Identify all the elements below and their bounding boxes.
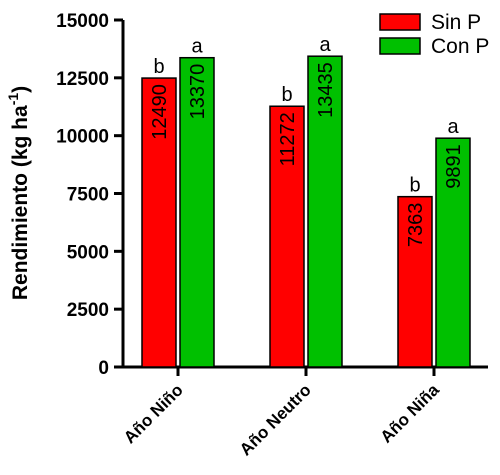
x-tick-label: Año Neutro bbox=[236, 380, 315, 459]
bar-value-label: 9891 bbox=[443, 144, 465, 189]
y-axis-title-end: ) bbox=[9, 86, 32, 93]
x-axis: Año Niño Año Neutro Año Niña bbox=[120, 365, 488, 459]
y-tick-label: 10000 bbox=[56, 127, 109, 148]
y-tick-label: 12500 bbox=[56, 69, 109, 90]
y-axis-title: Rendimiento (kg ha-1) bbox=[5, 86, 32, 300]
bar-value-label: 11272 bbox=[277, 112, 299, 166]
legend-swatch bbox=[379, 37, 421, 55]
significance-letter: a bbox=[319, 34, 331, 56]
bar-value-label: 12490 bbox=[149, 84, 171, 140]
x-tick-label: Año Niño bbox=[120, 380, 187, 447]
bar bbox=[141, 77, 177, 368]
bar bbox=[307, 55, 343, 368]
x-axis-ticks: Año Niño Año Neutro Año Niña bbox=[120, 367, 443, 459]
significance-letter: a bbox=[447, 116, 459, 138]
bar bbox=[269, 105, 305, 368]
y-axis-ticks: 0 2500 5000 7500 10000 12500 15000 bbox=[56, 11, 123, 379]
bar bbox=[435, 137, 471, 368]
y-tick-label: 2500 bbox=[67, 300, 109, 321]
bar bbox=[397, 195, 433, 368]
bar bbox=[179, 56, 215, 368]
y-axis: 0 2500 5000 7500 10000 12500 15000 bbox=[56, 11, 125, 379]
legend-swatch bbox=[379, 13, 421, 31]
legend-label: Sin P bbox=[431, 11, 481, 34]
significance-letter: b bbox=[409, 175, 420, 197]
bar-value-label: 7363 bbox=[405, 203, 427, 248]
bars: 12490 b 13370 a 11272 b 13435 a 7363 b 9891 a bbox=[141, 34, 471, 368]
bar-value-label: 13435 bbox=[315, 62, 337, 118]
y-axis-title-superscript: -1 bbox=[5, 93, 21, 106]
y-tick-label: 15000 bbox=[56, 11, 109, 32]
significance-letter: a bbox=[191, 36, 203, 58]
y-tick-label: 5000 bbox=[67, 242, 109, 263]
bar-value-label: 13370 bbox=[187, 64, 209, 120]
legend-label: Con P bbox=[431, 35, 489, 58]
significance-letter: b bbox=[153, 56, 164, 78]
x-tick-label: Año Niña bbox=[377, 380, 444, 447]
y-axis-title-main: Rendimiento (kg ha bbox=[9, 105, 32, 300]
y-tick-label: 0 bbox=[98, 358, 109, 379]
y-tick-label: 7500 bbox=[67, 185, 109, 206]
significance-letter: b bbox=[281, 84, 292, 106]
